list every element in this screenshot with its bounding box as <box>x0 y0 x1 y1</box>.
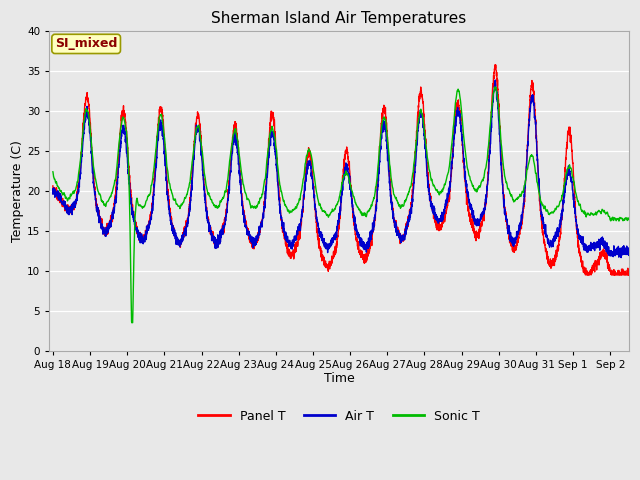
X-axis label: Time: Time <box>324 372 355 385</box>
Legend: Panel T, Air T, Sonic T: Panel T, Air T, Sonic T <box>193 405 484 428</box>
Title: Sherman Island Air Temperatures: Sherman Island Air Temperatures <box>211 11 467 26</box>
Y-axis label: Temperature (C): Temperature (C) <box>11 140 24 242</box>
Text: SI_mixed: SI_mixed <box>55 37 117 50</box>
